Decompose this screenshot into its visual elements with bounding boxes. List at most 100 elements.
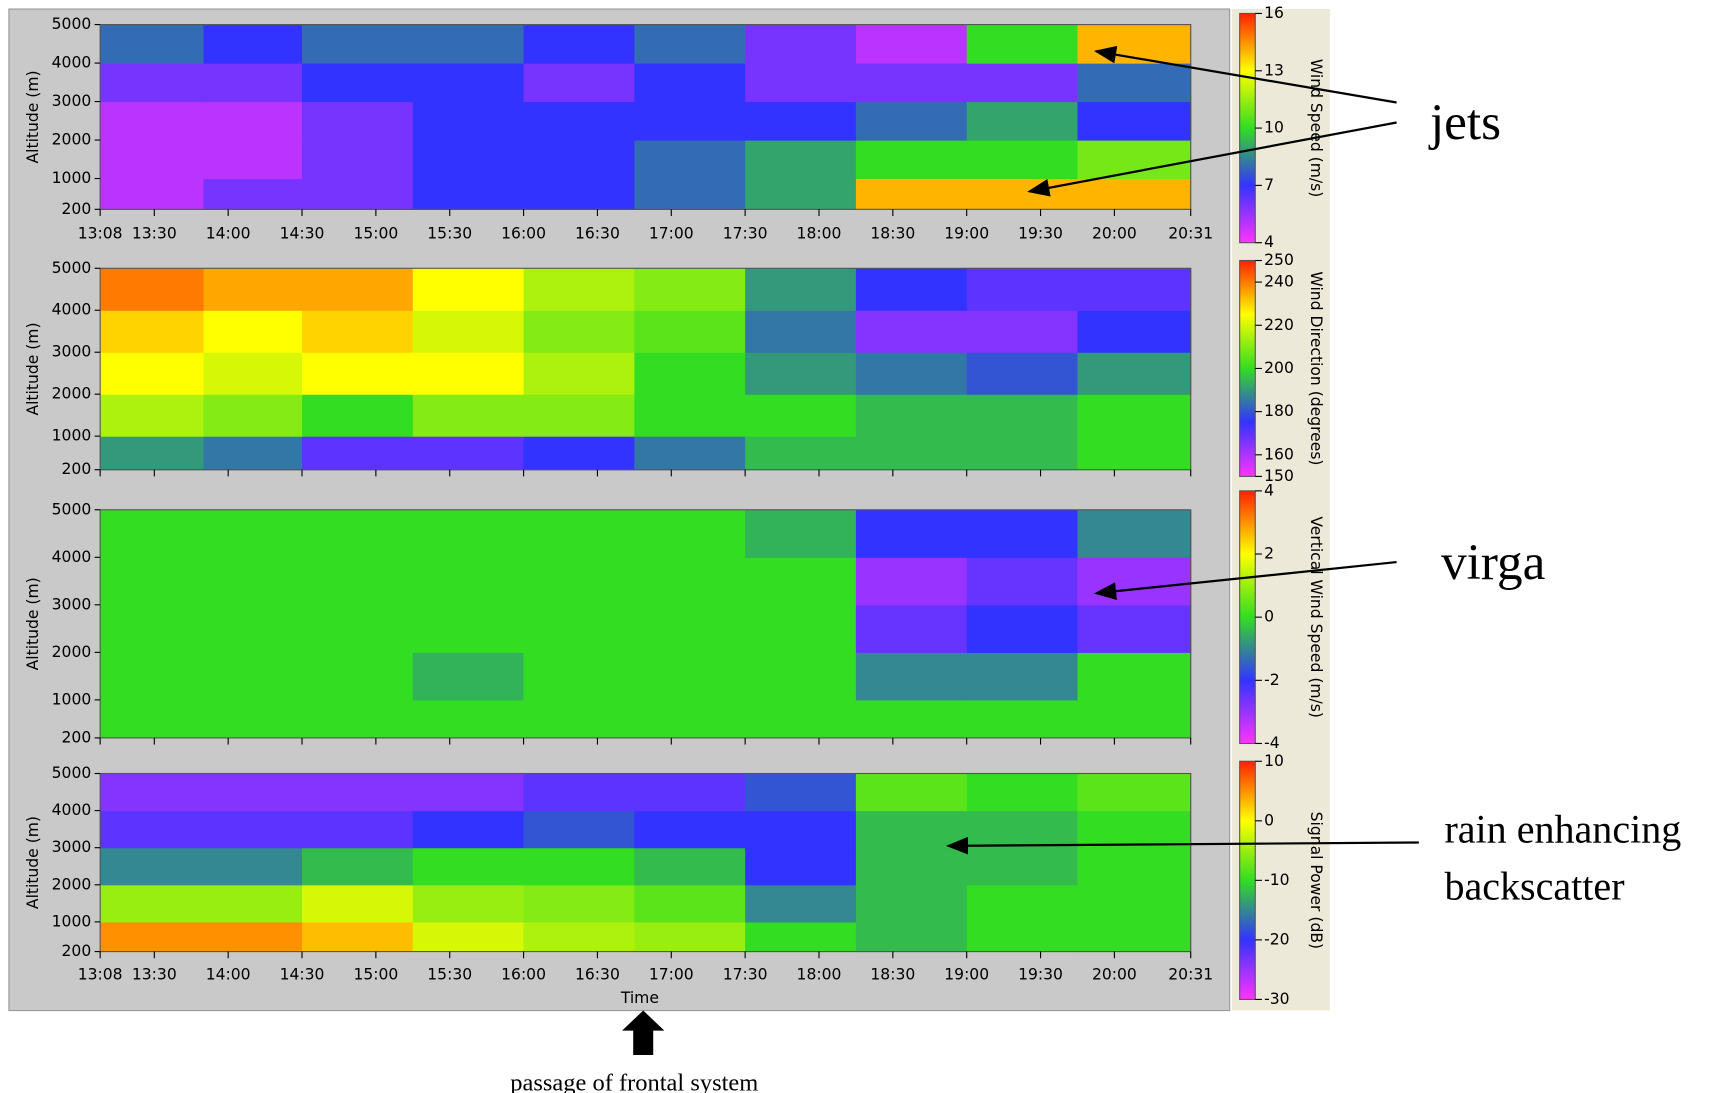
y-tick-label: 200 xyxy=(62,728,92,746)
heat-cell xyxy=(100,24,205,64)
heat-cell xyxy=(1077,178,1192,210)
heat-cell xyxy=(855,884,968,923)
x-tick-label: 18:00 xyxy=(797,224,842,242)
heat-cell xyxy=(302,509,414,558)
colorbar-label: Wind Direction (degrees) xyxy=(1307,271,1325,465)
heat-cell xyxy=(100,140,205,180)
x-tick-label: 15:30 xyxy=(427,224,472,242)
colorbar-tick-label: 250 xyxy=(1264,251,1294,269)
heat-cell xyxy=(966,557,1079,606)
heat-cell xyxy=(745,810,857,849)
heat-cell xyxy=(523,394,635,437)
heat-cell xyxy=(634,604,746,653)
x-tick-label: 17:30 xyxy=(723,224,768,242)
heat-cell xyxy=(855,352,968,395)
y-tick-label: 200 xyxy=(62,460,92,478)
heat-cell xyxy=(966,884,1079,923)
heat-cell xyxy=(100,810,205,849)
y-tick-label: 5000 xyxy=(52,259,92,277)
heat-cell xyxy=(302,140,414,180)
y-tick-label: 3000 xyxy=(52,838,92,856)
x-tick-label: 14:30 xyxy=(280,224,325,242)
heat-cell xyxy=(855,773,968,812)
heat-cell xyxy=(855,847,968,886)
colorbar-tick-label: -4 xyxy=(1264,734,1280,752)
heat-cell xyxy=(855,509,968,558)
heat-cell xyxy=(412,652,525,701)
plot-frame xyxy=(99,509,1192,739)
heat-cell xyxy=(412,310,525,353)
heat-cell xyxy=(745,101,857,141)
colorbar-tick-label: -2 xyxy=(1264,671,1280,689)
colorbar-tick-label: 240 xyxy=(1264,273,1294,291)
x-tick-label: 20:00 xyxy=(1092,965,1137,983)
heat-cell xyxy=(302,178,414,210)
colorbar-label: Signal Power (dB) xyxy=(1307,812,1325,949)
x-tick-label: 16:30 xyxy=(575,224,620,242)
colorbar-tick-label: 16 xyxy=(1264,4,1284,22)
colorbar xyxy=(1239,259,1256,477)
heat-cell xyxy=(1077,604,1192,653)
heat-cell xyxy=(745,773,857,812)
y-tick-label: 200 xyxy=(62,200,92,218)
heat-cell xyxy=(302,268,414,311)
heat-cell xyxy=(966,810,1079,849)
heat-cell xyxy=(100,310,205,353)
heat-cell xyxy=(302,921,414,953)
heat-cell xyxy=(203,810,303,849)
heat-cell xyxy=(100,921,205,953)
heat-cell xyxy=(966,310,1079,353)
heat-cell xyxy=(412,140,525,180)
heat-cell xyxy=(966,268,1079,311)
heat-cell xyxy=(966,101,1079,141)
heat-cell xyxy=(523,604,635,653)
heat-cell xyxy=(855,652,968,701)
colorbar-tick-label: 10 xyxy=(1264,752,1284,770)
x-tick-label: 20:31 xyxy=(1168,965,1213,983)
heat-cell xyxy=(1077,436,1192,471)
heat-cell xyxy=(302,699,414,739)
heat-cell xyxy=(1077,101,1192,141)
heat-cell xyxy=(634,884,746,923)
x-tick-label: 16:00 xyxy=(501,224,546,242)
heat-cell xyxy=(745,699,857,739)
heat-cell xyxy=(1077,352,1192,395)
y-tick-label: 4000 xyxy=(52,548,92,566)
heat-cell xyxy=(855,24,968,64)
colorbar-label: Vertical Wind Speed (m/s) xyxy=(1307,516,1325,718)
colorbar-tick-label: 160 xyxy=(1264,445,1294,463)
colorbar-tick-label: 180 xyxy=(1264,402,1294,420)
x-tick-label: 13:30 xyxy=(132,224,177,242)
colorbar-tick-label: 220 xyxy=(1264,316,1294,334)
heat-cell xyxy=(100,352,205,395)
colorbar-tick-label: -20 xyxy=(1264,930,1289,948)
y-tick-label: 3000 xyxy=(52,595,92,613)
heat-cell xyxy=(966,436,1079,471)
heat-cell xyxy=(523,884,635,923)
heat-cell xyxy=(745,604,857,653)
heat-cell xyxy=(1077,394,1192,437)
y-tick-label: 2000 xyxy=(52,643,92,661)
heat-cell xyxy=(100,847,205,886)
heat-cell xyxy=(745,394,857,437)
heat-cell xyxy=(203,436,303,471)
y-tick-label: 200 xyxy=(62,942,92,960)
heat-cell xyxy=(855,699,968,739)
heat-cell xyxy=(745,436,857,471)
heat-cell xyxy=(1077,921,1192,953)
y-tick-label: 5000 xyxy=(52,500,92,518)
heat-cell xyxy=(412,847,525,886)
colorbar-tick-label: 0 xyxy=(1264,811,1274,829)
heat-cell xyxy=(100,509,205,558)
x-tick-label: 14:00 xyxy=(206,224,251,242)
y-tick-label: 1000 xyxy=(52,912,92,930)
heat-cell xyxy=(966,652,1079,701)
x-tick-label: 17:00 xyxy=(649,965,694,983)
heat-cell xyxy=(100,101,205,141)
heat-cell xyxy=(100,884,205,923)
arrow xyxy=(1093,560,1397,601)
heat-cell xyxy=(302,557,414,606)
heat-cell xyxy=(100,604,205,653)
plot-frame xyxy=(99,772,1192,953)
plot-frame xyxy=(99,267,1192,471)
